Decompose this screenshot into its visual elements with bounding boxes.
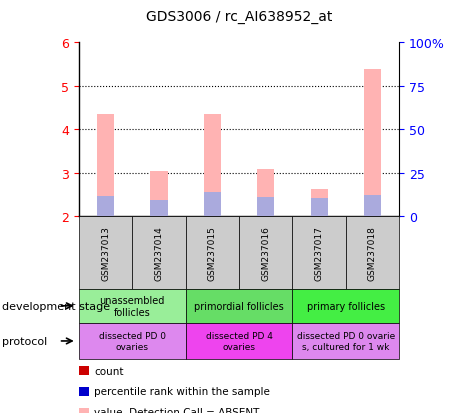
Text: primary follicles: primary follicles <box>307 301 385 311</box>
Bar <box>204 115 221 217</box>
Text: GDS3006 / rc_AI638952_at: GDS3006 / rc_AI638952_at <box>146 10 332 24</box>
Bar <box>257 170 274 217</box>
Bar <box>151 171 167 217</box>
Text: development stage: development stage <box>2 301 110 311</box>
Bar <box>204 192 221 217</box>
Bar <box>364 195 381 217</box>
Bar <box>311 199 327 217</box>
Text: GSM237013: GSM237013 <box>101 225 110 280</box>
Text: GSM237015: GSM237015 <box>208 225 217 280</box>
Text: dissected PD 0
ovaries: dissected PD 0 ovaries <box>99 332 166 351</box>
Bar <box>97 197 114 217</box>
Text: unassembled
follicles: unassembled follicles <box>100 295 165 317</box>
Text: GSM237017: GSM237017 <box>315 225 323 280</box>
Bar <box>311 190 327 217</box>
Text: primordial follicles: primordial follicles <box>194 301 284 311</box>
Text: dissected PD 0 ovarie
s, cultured for 1 wk: dissected PD 0 ovarie s, cultured for 1 … <box>297 332 395 351</box>
Bar <box>151 201 167 217</box>
Text: value, Detection Call = ABSENT: value, Detection Call = ABSENT <box>94 407 260 413</box>
Text: dissected PD 4
ovaries: dissected PD 4 ovaries <box>206 332 272 351</box>
Text: GSM237014: GSM237014 <box>155 225 163 280</box>
Bar <box>364 69 381 217</box>
Text: count: count <box>94 366 124 376</box>
Bar <box>97 115 114 217</box>
Text: protocol: protocol <box>2 336 47 346</box>
Bar <box>257 197 274 217</box>
Text: GSM237018: GSM237018 <box>368 225 377 280</box>
Text: percentile rank within the sample: percentile rank within the sample <box>94 387 270 396</box>
Text: GSM237016: GSM237016 <box>261 225 270 280</box>
